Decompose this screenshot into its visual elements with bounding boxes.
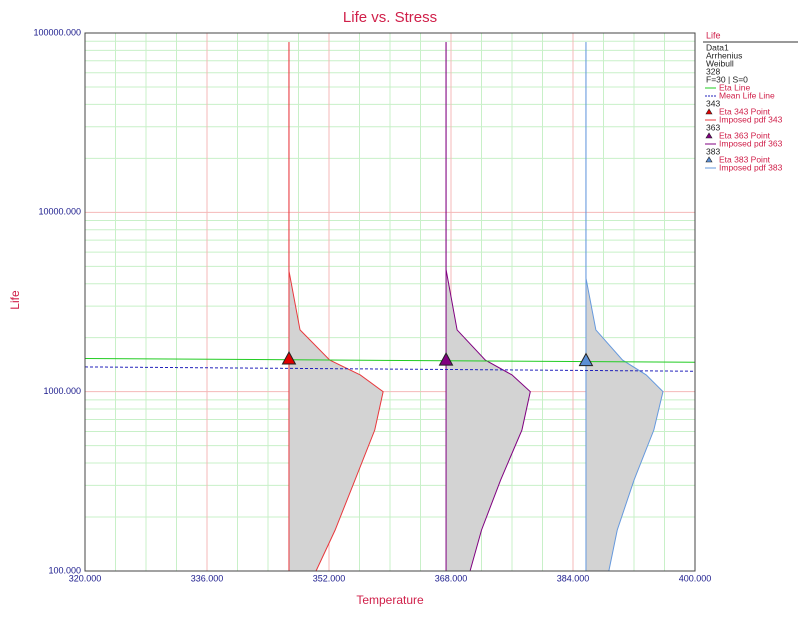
legend-label: Eta 343 Point: [719, 106, 771, 116]
chart-title: Life vs. Stress: [343, 9, 437, 26]
eta-point: [281, 351, 297, 365]
legend-header: Data1: [706, 42, 729, 52]
legend-label: Imposed pdf 383: [719, 162, 783, 172]
legend-group: 383: [706, 146, 720, 156]
legend-title: Life: [706, 30, 721, 40]
legend-header: Weibull: [706, 58, 734, 68]
x-axis-label: Temperature: [356, 593, 424, 607]
legend-label: Eta Line: [719, 82, 750, 92]
y-tick-label: 100000.000: [33, 27, 81, 37]
pdf-line: [585, 42, 664, 572]
eta-point: [438, 352, 454, 366]
legend-swatch: [705, 108, 713, 115]
legend-label: Mean Life Line: [719, 90, 775, 100]
legend-box: [702, 30, 799, 176]
x-tick-label: 336.000: [191, 573, 224, 583]
legend-label: Imposed pdf 363: [719, 138, 783, 148]
y-tick-label: 1000.000: [43, 386, 81, 396]
pdf-area: [288, 270, 384, 571]
pdf-area: [585, 278, 663, 571]
series-line: [84, 358, 696, 363]
legend-group: 343: [706, 98, 720, 108]
legend-swatch: [705, 156, 713, 163]
x-tick-label: 384.000: [557, 573, 590, 583]
legend-swatch: [705, 132, 713, 139]
pdf-line: [288, 42, 384, 572]
legend-label: Eta 383 Point: [719, 154, 771, 164]
legend-label: Eta 363 Point: [719, 130, 771, 140]
y-tick-label: 100.000: [48, 565, 81, 575]
x-tick-label: 320.000: [69, 573, 102, 583]
pdf-line: [445, 42, 531, 572]
legend-label: Imposed pdf 343: [719, 114, 783, 124]
x-tick-label: 400.000: [679, 573, 712, 583]
y-axis-label: Life: [8, 290, 22, 310]
x-tick-label: 352.000: [313, 573, 346, 583]
plot: [84, 42, 696, 572]
legend-header: F=30 | S=0: [706, 74, 748, 84]
legend-header: 328: [706, 66, 720, 76]
plot-frame: [84, 32, 696, 572]
eta-point: [578, 352, 594, 367]
legend-group: 363: [706, 122, 720, 132]
x-tick-label: 368.000: [435, 573, 468, 583]
series-line: [84, 366, 696, 372]
legend-header: Arrhenius: [706, 50, 742, 60]
pdf-area: [446, 269, 531, 571]
y-tick-label: 10000.000: [38, 207, 81, 217]
